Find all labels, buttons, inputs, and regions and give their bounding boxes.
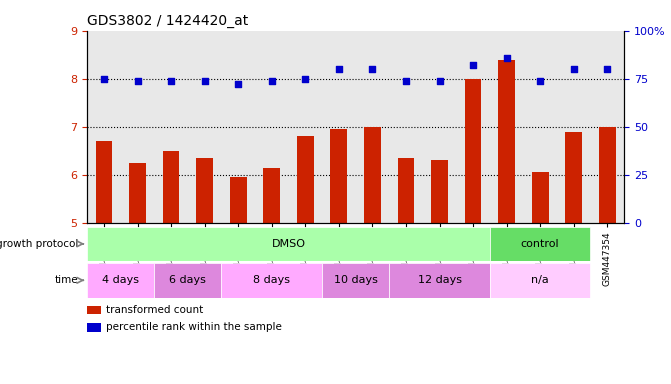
Point <box>367 66 378 72</box>
Bar <box>599 127 616 223</box>
Bar <box>221 31 255 223</box>
Text: GDS3802 / 1424420_at: GDS3802 / 1424420_at <box>87 14 248 28</box>
Bar <box>456 31 490 223</box>
Point <box>468 62 478 68</box>
Bar <box>154 263 221 298</box>
Text: transformed count: transformed count <box>106 305 203 315</box>
Bar <box>490 263 590 298</box>
Bar <box>490 227 590 261</box>
Point <box>132 78 143 84</box>
Point <box>434 78 445 84</box>
Point <box>535 78 546 84</box>
Text: 10 days: 10 days <box>333 275 378 285</box>
Text: growth protocol: growth protocol <box>0 239 79 249</box>
Bar <box>263 167 280 223</box>
Point <box>333 66 344 72</box>
Point <box>233 81 244 88</box>
Bar <box>389 263 490 298</box>
Bar <box>289 31 322 223</box>
Text: control: control <box>521 239 560 249</box>
Point <box>199 78 210 84</box>
Bar <box>87 31 121 223</box>
Bar <box>322 263 389 298</box>
Text: time: time <box>55 275 79 285</box>
Bar <box>566 131 582 223</box>
Bar <box>297 136 313 223</box>
Bar <box>356 31 389 223</box>
Text: percentile rank within the sample: percentile rank within the sample <box>106 322 282 333</box>
Bar <box>188 31 221 223</box>
Bar <box>197 158 213 223</box>
Bar <box>423 31 456 223</box>
Text: DMSO: DMSO <box>272 239 305 249</box>
Bar <box>96 141 113 223</box>
Text: 12 days: 12 days <box>417 275 462 285</box>
Bar <box>255 31 289 223</box>
Text: 8 days: 8 days <box>253 275 291 285</box>
Point <box>602 66 613 72</box>
Point <box>166 78 176 84</box>
Bar <box>364 127 381 223</box>
Bar <box>498 60 515 223</box>
Bar <box>87 263 154 298</box>
Text: n/a: n/a <box>531 275 549 285</box>
Bar <box>229 177 247 223</box>
Bar <box>322 31 356 223</box>
Bar <box>221 263 322 298</box>
Bar <box>490 31 523 223</box>
Text: 6 days: 6 days <box>170 275 206 285</box>
Point <box>266 78 277 84</box>
Bar <box>121 31 154 223</box>
Bar <box>431 161 448 223</box>
Bar <box>464 79 482 223</box>
Bar <box>523 31 557 223</box>
Point <box>99 76 109 82</box>
Point <box>501 55 512 61</box>
Text: 4 days: 4 days <box>102 275 140 285</box>
Bar <box>87 323 101 331</box>
Point <box>568 66 579 72</box>
Bar <box>154 31 188 223</box>
Bar <box>331 129 348 223</box>
Bar <box>87 306 101 314</box>
Bar <box>557 31 590 223</box>
Bar <box>87 227 490 261</box>
Bar <box>130 163 146 223</box>
Bar <box>532 172 549 223</box>
Point <box>300 76 311 82</box>
Bar <box>163 151 180 223</box>
Bar <box>389 31 423 223</box>
Point <box>401 78 411 84</box>
Bar <box>397 158 415 223</box>
Bar <box>590 31 624 223</box>
